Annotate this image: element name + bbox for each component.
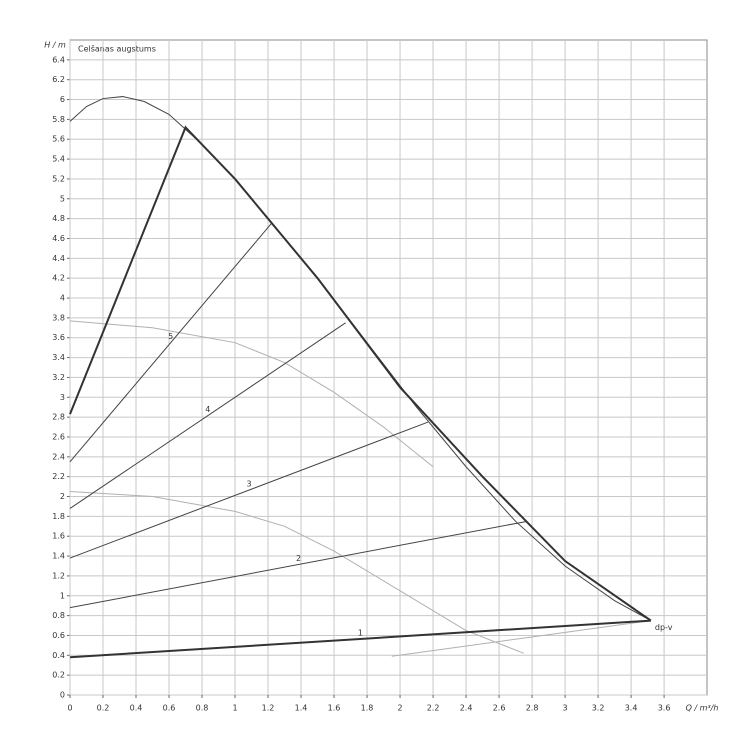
- curve: [69, 223, 272, 463]
- x-tick-label: 1.8: [361, 704, 374, 713]
- curve: [69, 421, 429, 559]
- curve: [69, 320, 434, 468]
- plot-frame: [69, 39, 708, 696]
- curve: [69, 322, 346, 509]
- y-tick-label: 5.2: [52, 174, 65, 183]
- y-tick-label: 5.4: [52, 155, 65, 164]
- x-axis-label: Q / m³/h: [686, 704, 719, 713]
- y-tick-label: 0.6: [52, 631, 65, 640]
- x-tick-label: 1.4: [295, 704, 308, 713]
- curve: [69, 520, 528, 609]
- y-tick-label: 3.8: [52, 313, 65, 322]
- y-tick-label: 6.2: [52, 75, 65, 84]
- y-tick-label: 1.6: [52, 532, 65, 541]
- x-tick-label: 2.6: [493, 704, 506, 713]
- y-tick-label: 4: [60, 294, 65, 303]
- y-tick-label: 1: [60, 591, 65, 600]
- x-tick-label: 2.2: [427, 704, 440, 713]
- x-tick-label: 2.4: [460, 704, 473, 713]
- x-tick-label: 0.2: [97, 704, 110, 713]
- x-tick-label: 3: [563, 704, 568, 713]
- x-tick-label: 2.8: [526, 704, 539, 713]
- y-tick-label: 4.2: [52, 274, 65, 283]
- y-tick-label: 2: [60, 492, 65, 501]
- y-tick-label: 3.2: [52, 373, 65, 382]
- chart-title: Celšanas augstums: [78, 44, 156, 54]
- y-tick-label: 4.4: [52, 254, 65, 263]
- y-tick-label: 2.6: [52, 432, 65, 441]
- y-tick-label: 4.8: [52, 214, 65, 223]
- y-tick-label: 0.8: [52, 611, 65, 620]
- y-tick-label: 2.2: [52, 472, 65, 481]
- y-tick-label: 2.4: [52, 452, 65, 461]
- y-tick-label: 3: [60, 393, 65, 402]
- y-tick-label: 0.2: [52, 671, 65, 680]
- curve: [69, 491, 525, 654]
- curve-label: dp-v: [655, 623, 673, 632]
- y-tick-label: 1.8: [52, 512, 65, 521]
- y-tick-label: 4.6: [52, 234, 65, 243]
- x-tick-label: 3.4: [625, 704, 638, 713]
- curve-label: 4: [205, 405, 210, 414]
- y-tick-label: 5.8: [52, 115, 65, 124]
- x-tick-label: 1.6: [328, 704, 341, 713]
- y-tick-label: 1.2: [52, 571, 65, 580]
- curve-label: 5: [168, 332, 173, 341]
- y-tick-label: 5.6: [52, 135, 65, 144]
- x-tick-label: 2: [398, 704, 403, 713]
- y-tick-label: 0: [60, 691, 65, 700]
- y-tick-label: 3.4: [52, 353, 65, 362]
- x-tick-label: 0.4: [130, 704, 143, 713]
- curve-label: 1: [358, 628, 363, 637]
- y-tick-label: 0.4: [52, 651, 65, 660]
- y-tick-label: 3.6: [52, 333, 65, 342]
- curve-label: 2: [296, 554, 301, 563]
- x-tick-label: 1: [232, 704, 237, 713]
- curve-label: 3: [247, 480, 252, 489]
- y-tick-label: 2.8: [52, 413, 65, 422]
- x-tick-label: 1.2: [262, 704, 275, 713]
- x-tick-label: 3.6: [658, 704, 671, 713]
- curve: [69, 125, 652, 622]
- y-axis-label: H / m: [44, 41, 66, 50]
- curve: [391, 620, 651, 657]
- x-tick-label: 3.2: [592, 704, 605, 713]
- x-tick-label: 0.8: [196, 704, 209, 713]
- y-tick-label: 5: [60, 194, 65, 203]
- y-tick-label: 1.4: [52, 552, 65, 561]
- y-tick-label: 6.4: [52, 55, 65, 64]
- x-tick-label: 0.6: [163, 704, 176, 713]
- curve: [69, 619, 651, 659]
- y-tick-label: 6: [60, 95, 65, 104]
- x-tick-label: 0: [67, 704, 72, 713]
